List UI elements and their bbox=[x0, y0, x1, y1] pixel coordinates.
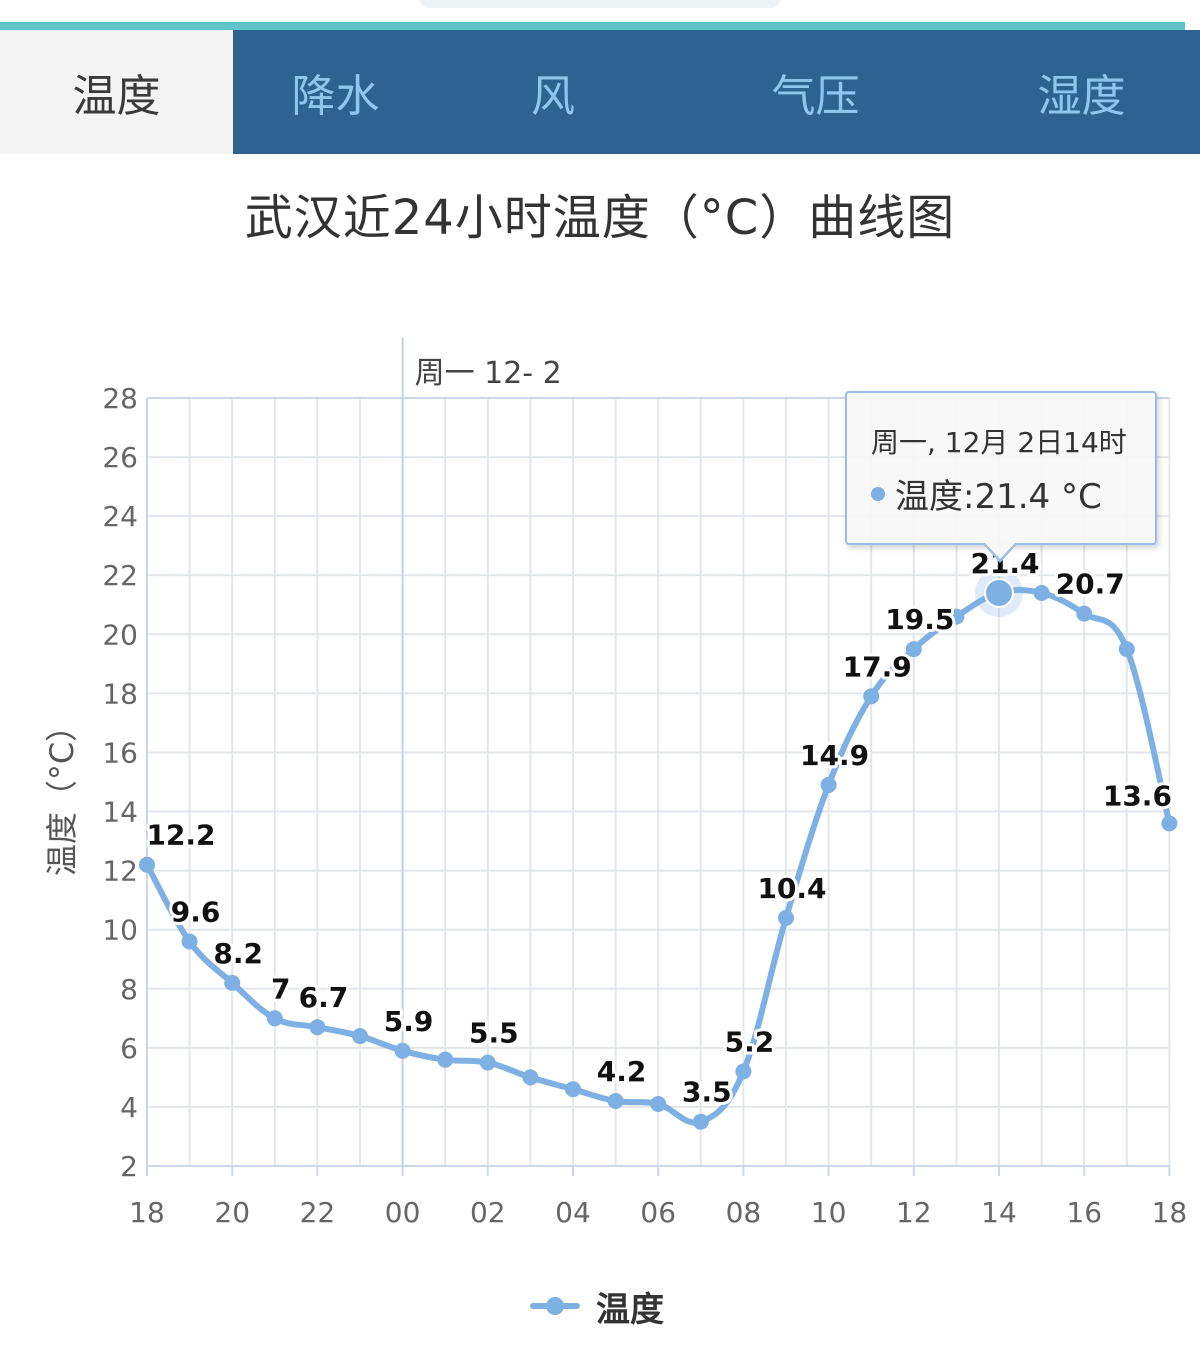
chart-title: 武汉近24小时温度（°C）曲线图 bbox=[244, 190, 956, 246]
data-label: 20.7 bbox=[1056, 568, 1125, 601]
data-point[interactable] bbox=[522, 1069, 539, 1086]
data-point[interactable] bbox=[948, 608, 965, 625]
x-tick-label: 12 bbox=[896, 1196, 932, 1229]
data-point[interactable] bbox=[224, 974, 241, 991]
data-label: 17.9 bbox=[843, 650, 912, 683]
status-strip bbox=[0, 0, 1200, 30]
data-label: 13.6 bbox=[1103, 779, 1172, 812]
data-point[interactable] bbox=[1118, 641, 1135, 658]
x-tick-label: 00 bbox=[385, 1196, 421, 1229]
y-tick-label: 4 bbox=[120, 1091, 138, 1124]
data-point[interactable] bbox=[266, 1010, 283, 1027]
data-label: 4.2 bbox=[597, 1055, 647, 1088]
data-label: 10.4 bbox=[757, 872, 826, 905]
day-marker-group: 周一 12- 2 bbox=[401, 338, 562, 1166]
data-point[interactable] bbox=[309, 1019, 326, 1036]
data-point[interactable] bbox=[1161, 815, 1178, 832]
tooltip: 周一, 12月 2日14时 温度:21.4 °C bbox=[845, 391, 1157, 563]
data-point[interactable] bbox=[863, 688, 880, 705]
x-tick-label: 10 bbox=[811, 1196, 847, 1229]
x-tick-label: 16 bbox=[1066, 1196, 1102, 1229]
data-label: 7 bbox=[271, 972, 290, 1005]
tab-temperature[interactable]: 温度 bbox=[0, 30, 233, 154]
data-point[interactable] bbox=[820, 776, 837, 793]
x-tick-label: 22 bbox=[300, 1196, 336, 1229]
y-tick-label: 24 bbox=[102, 500, 138, 533]
data-point-highlighted[interactable] bbox=[984, 577, 1014, 608]
data-point[interactable] bbox=[352, 1028, 368, 1045]
tab-precipitation[interactable]: 降水 bbox=[291, 71, 380, 122]
tooltip-arrow-inner bbox=[984, 542, 1016, 559]
data-label: 9.6 bbox=[171, 896, 221, 929]
y-tick-label: 18 bbox=[102, 677, 138, 710]
data-point[interactable] bbox=[479, 1054, 496, 1071]
data-point[interactable] bbox=[181, 933, 198, 950]
tab-humidity[interactable]: 湿度 bbox=[1037, 71, 1126, 122]
y-tick-label: 14 bbox=[102, 796, 138, 829]
data-label: 5.2 bbox=[725, 1025, 775, 1058]
data-point[interactable] bbox=[778, 909, 794, 926]
x-tick-label: 18 bbox=[129, 1196, 165, 1229]
x-tick-label: 06 bbox=[640, 1196, 676, 1229]
accent-line bbox=[0, 22, 1185, 30]
status-notch bbox=[420, 0, 780, 8]
y-tick-label: 26 bbox=[102, 441, 138, 474]
y-tick-label: 2 bbox=[120, 1150, 138, 1183]
data-point[interactable] bbox=[735, 1063, 752, 1080]
y-tick-label: 20 bbox=[102, 618, 138, 651]
tab-wind[interactable]: 风 bbox=[531, 71, 575, 122]
y-tick-label: 8 bbox=[120, 973, 138, 1006]
legend-swatch bbox=[530, 1284, 580, 1328]
legend-label: 温度 bbox=[596, 1289, 664, 1330]
data-label: 19.5 bbox=[885, 603, 954, 636]
y-tick-label: 6 bbox=[120, 1032, 138, 1065]
data-point[interactable] bbox=[437, 1051, 454, 1068]
y-tick-label: 10 bbox=[102, 914, 138, 947]
data-point[interactable] bbox=[565, 1081, 581, 1098]
data-point[interactable] bbox=[394, 1042, 411, 1059]
data-label: 3.5 bbox=[682, 1076, 732, 1109]
data-point[interactable] bbox=[905, 641, 922, 658]
data-label: 5.5 bbox=[469, 1017, 519, 1050]
tab-pressure[interactable]: 气压 bbox=[771, 71, 860, 122]
day-marker-label: 周一 12- 2 bbox=[415, 356, 562, 391]
tooltip-value: 温度:21.4 °C bbox=[895, 477, 1102, 517]
data-point[interactable] bbox=[650, 1095, 667, 1112]
y-tick-label: 16 bbox=[102, 736, 138, 769]
data-label: 14.9 bbox=[800, 739, 869, 772]
tooltip-header: 周一, 12月 2日14时 bbox=[871, 426, 1127, 459]
data-point[interactable] bbox=[692, 1113, 709, 1130]
series-temperature[interactable] bbox=[139, 568, 1178, 1130]
data-label: 6.7 bbox=[299, 981, 349, 1014]
x-tick-label: 04 bbox=[555, 1196, 591, 1229]
y-tick-label: 12 bbox=[102, 855, 138, 888]
data-point[interactable] bbox=[607, 1093, 624, 1110]
x-tick-label: 02 bbox=[470, 1196, 506, 1229]
x-tick-label: 08 bbox=[726, 1196, 762, 1229]
x-tick-label: 14 bbox=[981, 1196, 1017, 1229]
data-point[interactable] bbox=[1076, 605, 1093, 622]
x-axis-ticks: 18 20 22 00 02 04 06 08 10 12 14 16 18 bbox=[129, 1166, 1187, 1229]
data-label: 8.2 bbox=[213, 937, 263, 970]
y-tick-label: 28 bbox=[102, 382, 138, 415]
tab-bar: 温度 降水 风 气压 湿度 bbox=[0, 30, 1200, 154]
data-point[interactable] bbox=[1033, 584, 1050, 601]
y-tick-label: 22 bbox=[102, 559, 138, 592]
data-label: 12.2 bbox=[146, 819, 215, 852]
data-point[interactable] bbox=[139, 856, 155, 873]
legend-item-temperature[interactable]: 温度 bbox=[530, 1284, 664, 1330]
legend-dot bbox=[546, 1297, 564, 1315]
tooltip-series-dot bbox=[871, 486, 885, 501]
x-tick-label: 20 bbox=[214, 1196, 250, 1229]
data-labels: 12.2 9.6 8.27 6.7 5.9 5.5 4.2 3.5 5.2 10.4 14.9 17.… bbox=[143, 544, 1174, 1112]
data-label: 5.9 bbox=[384, 1005, 434, 1038]
tooltip-row: 温度:21.4 °C bbox=[871, 469, 1102, 518]
x-tick-label: 18 bbox=[1152, 1196, 1188, 1229]
